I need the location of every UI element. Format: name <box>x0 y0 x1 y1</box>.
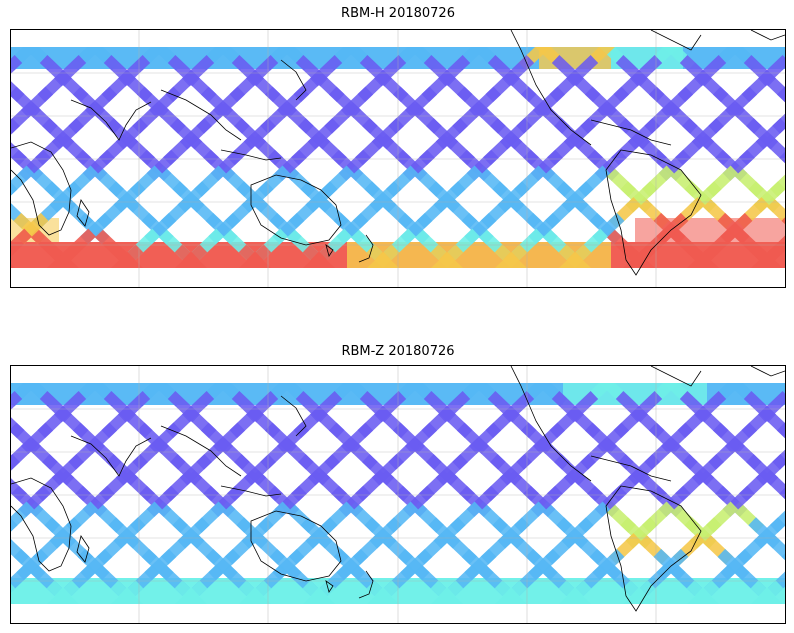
swath-cell <box>779 242 785 268</box>
swath-cell <box>371 47 395 69</box>
orbit-track-segment <box>11 454 20 471</box>
orbit-track-segment <box>303 580 336 604</box>
swath-cell <box>779 218 785 242</box>
coastline-path <box>250 174 342 246</box>
orbit-track-segment <box>239 244 272 268</box>
orbit-track-segment <box>559 244 592 268</box>
panel-title-rbm-z: RBM-Z 20180726 <box>341 344 455 359</box>
orbit-track-segment <box>239 580 272 604</box>
orbit-track-segment <box>11 564 32 593</box>
coastline-path <box>325 580 334 593</box>
orbit-track-segment <box>623 580 656 604</box>
swath-cell <box>755 383 779 405</box>
swath-cell <box>179 47 203 69</box>
coastline-path <box>510 366 592 482</box>
orbit-track-segment <box>47 580 80 604</box>
swath-cell <box>83 242 107 268</box>
orbit-track-segment <box>751 580 784 604</box>
coastline-path <box>11 141 72 236</box>
coastlines <box>11 366 785 612</box>
coastline-path <box>510 30 592 146</box>
swath-cell <box>83 578 107 604</box>
coastline-path <box>70 99 152 141</box>
coastline-path <box>325 244 334 257</box>
swath-cell <box>467 578 491 604</box>
orbit-track-segment <box>367 580 400 604</box>
orbit-track-segment <box>175 244 208 268</box>
orbit-track-segment <box>687 580 720 604</box>
orbit-track-segment <box>687 244 720 268</box>
swath-cell <box>659 578 683 604</box>
orbit-track-segment <box>764 197 785 225</box>
coastline-path <box>750 366 785 377</box>
map-canvas-rbm-z <box>11 366 785 623</box>
coastline-path <box>11 477 72 572</box>
coastline-path <box>220 485 282 497</box>
orbit-track-segment <box>47 244 80 268</box>
orbit-track-segment <box>11 55 23 74</box>
swath-cell <box>275 578 299 604</box>
coastline-path <box>220 149 282 161</box>
orbit-track-segment <box>111 244 144 268</box>
orbit-track-segment <box>11 228 32 257</box>
coastline-path <box>358 570 374 599</box>
coastline-path <box>590 455 672 482</box>
coastline-path <box>76 535 90 563</box>
coastline-path <box>76 199 90 227</box>
coastline-path <box>280 395 307 437</box>
swath-cell <box>755 47 779 69</box>
coastline-path <box>70 435 152 477</box>
orbit-track-segment <box>367 244 400 268</box>
coastlines <box>11 30 785 276</box>
gridlines <box>11 366 785 623</box>
coastline-path <box>160 89 242 141</box>
orbit-track-segment <box>751 244 784 268</box>
swath-cell <box>467 242 491 268</box>
orbit-track-segment <box>495 580 528 604</box>
swath-cell <box>371 383 395 405</box>
orbit-track-segment <box>11 118 20 135</box>
map-canvas-rbm-h <box>11 30 785 287</box>
gridlines <box>11 30 785 287</box>
orbit-track-segment <box>111 580 144 604</box>
orbit-track-segment <box>431 244 464 268</box>
orbit-track-segment <box>175 580 208 604</box>
panel-title-rbm-h: RBM-H 20180726 <box>341 6 455 21</box>
coastline-path <box>280 59 307 101</box>
swath-cell <box>179 383 203 405</box>
coastline-path <box>590 119 672 146</box>
orbit-track-segment <box>623 244 656 268</box>
swath-cell <box>755 218 779 242</box>
coastline-path <box>605 149 702 276</box>
coastline-path <box>605 485 702 612</box>
satellite-swath-layer <box>11 47 785 268</box>
map-panel-rbm-z <box>10 365 786 624</box>
coastline-path <box>160 425 242 477</box>
orbit-track-segment <box>431 580 464 604</box>
orbit-track-segment <box>764 533 785 561</box>
swath-cell <box>275 242 299 268</box>
coastline-path <box>650 366 702 387</box>
swath-cell <box>779 578 785 604</box>
coastline-path <box>750 30 785 41</box>
orbit-track-segment <box>11 391 23 410</box>
orbit-track-segment <box>495 244 528 268</box>
orbit-track-segment <box>559 580 592 604</box>
coastline-path <box>250 510 342 582</box>
map-panel-rbm-h <box>10 29 786 288</box>
orbit-track-segment <box>303 244 336 268</box>
swath-cell <box>659 242 683 268</box>
coastline-path <box>650 30 702 51</box>
coastline-path <box>358 234 374 263</box>
swath-cell <box>563 47 587 69</box>
swath-cell <box>563 383 587 405</box>
